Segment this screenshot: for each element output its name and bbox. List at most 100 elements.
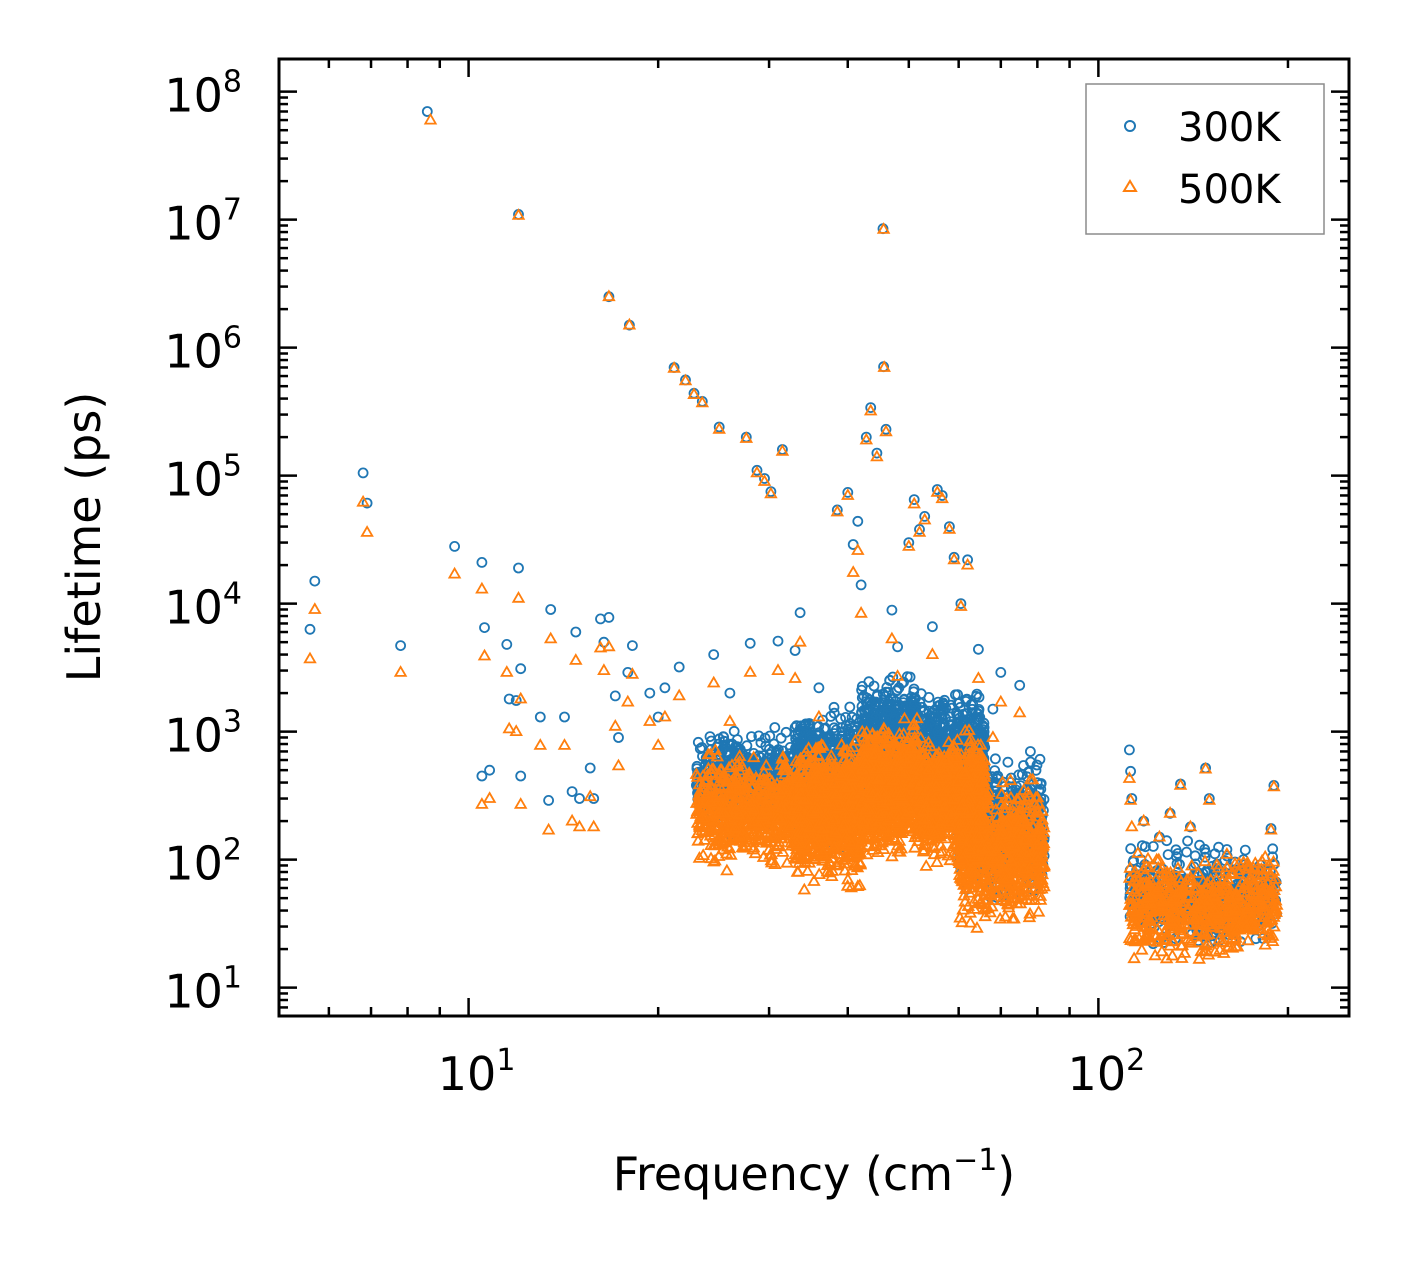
point-300k [1018, 760, 1029, 771]
point-300k [361, 497, 373, 509]
data-points-layer [303, 106, 1284, 964]
point-300k [513, 562, 524, 574]
point-300k [613, 732, 624, 743]
point-300k [836, 722, 847, 734]
point-500k [722, 760, 736, 773]
point-300k [898, 676, 909, 688]
point-300k [972, 708, 984, 720]
point-300k [842, 486, 854, 498]
point-300k [846, 711, 858, 723]
point-300k [1125, 843, 1137, 855]
point-300k [864, 706, 875, 718]
point-300k [886, 604, 898, 616]
point-500k [759, 758, 773, 771]
point-300k [741, 753, 753, 765]
point-300k [510, 695, 522, 706]
point-300k [746, 731, 757, 742]
point-300k [1002, 756, 1014, 768]
point-300k [705, 735, 717, 747]
point-300k [724, 687, 736, 699]
point-300k [545, 604, 557, 615]
point-300k [914, 524, 925, 535]
point-500k [712, 849, 726, 861]
point-300k [870, 708, 881, 720]
point-300k [708, 649, 720, 660]
point-300k [484, 764, 496, 776]
point-300k [882, 705, 893, 717]
point-300k [395, 640, 407, 651]
point-300k [852, 515, 864, 527]
point-300k [995, 667, 1007, 678]
point-300k [1147, 841, 1159, 852]
point-300k [501, 639, 513, 650]
point-300k [803, 718, 815, 729]
point-300k [870, 712, 881, 724]
point-300k [944, 521, 955, 532]
point-300k [1189, 850, 1201, 862]
point-500k [748, 846, 763, 859]
point-300k [627, 640, 638, 651]
point-300k [871, 447, 883, 459]
point-300k [724, 756, 736, 768]
point-300k [603, 612, 615, 623]
point-300k [304, 623, 316, 635]
point-300k [828, 701, 840, 713]
point-300k [991, 789, 1003, 800]
point-300k [948, 725, 960, 737]
point-300k [860, 715, 871, 727]
point-500k [708, 743, 723, 755]
point-300k [921, 733, 932, 745]
point-300k [1025, 746, 1036, 757]
point-300k [1182, 835, 1193, 847]
point-300k [897, 701, 909, 712]
point-500k [780, 855, 794, 868]
point-300k [357, 467, 369, 479]
point-300k [868, 680, 880, 692]
point-300k [987, 703, 999, 715]
point-300k [421, 106, 433, 117]
point-300k [932, 726, 944, 737]
point-300k [476, 557, 488, 568]
point-300k [887, 671, 899, 683]
point-300k [881, 682, 893, 693]
point-300k [769, 722, 781, 733]
point-500k [723, 788, 737, 800]
point-300k [889, 713, 900, 725]
point-300k [973, 643, 984, 655]
point-300k [903, 537, 915, 548]
point-300k [1136, 840, 1148, 851]
point-300k [971, 688, 983, 700]
point-300k [559, 711, 570, 723]
point-300k [609, 690, 621, 702]
point-300k [503, 693, 515, 705]
point-300k [515, 770, 527, 782]
point-300k [588, 793, 600, 804]
point-300k [584, 762, 596, 774]
point-300k [673, 661, 685, 673]
point-300k [449, 541, 461, 552]
point-300k [731, 741, 743, 752]
point-300k [759, 473, 770, 484]
point-300k [908, 494, 920, 506]
point-300k [515, 663, 527, 675]
point-300k [915, 688, 927, 700]
point-300k [844, 701, 856, 713]
point-300k [1031, 759, 1043, 771]
point-300k [744, 637, 756, 649]
point-500k [692, 851, 707, 863]
point-300k [1170, 844, 1182, 856]
point-300k [932, 707, 944, 718]
point-300k [644, 687, 656, 699]
point-300k [844, 718, 856, 729]
point-300k [732, 734, 743, 745]
point-300k [828, 722, 840, 734]
point-300k [718, 735, 730, 747]
point-300k [1034, 753, 1046, 765]
point-300k [855, 579, 867, 591]
point-300k [694, 743, 706, 755]
point-300k [534, 711, 546, 723]
point-300k [696, 742, 708, 753]
point-300k [856, 706, 867, 718]
point-300k [939, 718, 950, 730]
